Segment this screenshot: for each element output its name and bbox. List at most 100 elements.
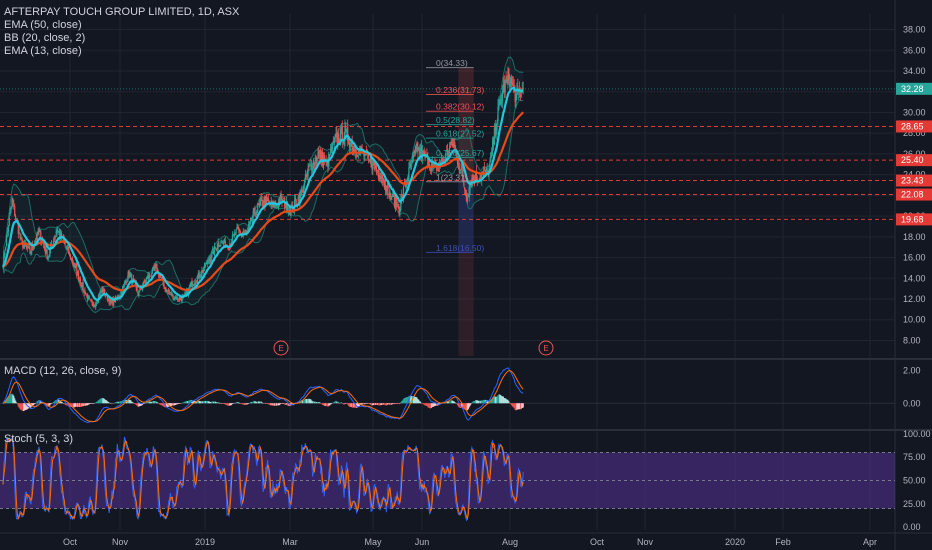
candle-body[interactable] (428, 164, 430, 166)
candle-body[interactable] (55, 232, 57, 234)
candle-body[interactable] (126, 280, 128, 282)
candle-body[interactable] (294, 199, 296, 211)
candle-body[interactable] (515, 93, 517, 103)
candle-body[interactable] (346, 129, 348, 133)
candle-body[interactable] (26, 247, 28, 249)
candle-body[interactable] (184, 293, 186, 295)
candle-body[interactable] (261, 200, 263, 206)
candle-body[interactable] (519, 94, 522, 97)
candle-body[interactable] (394, 197, 396, 210)
candle-body[interactable] (25, 246, 27, 247)
candle-body[interactable] (86, 294, 88, 296)
candle-body[interactable] (468, 187, 470, 198)
earnings-marker[interactable] (538, 340, 554, 356)
candle-body[interactable] (45, 248, 47, 254)
candle-body[interactable] (342, 140, 344, 143)
candle-body[interactable] (247, 227, 249, 230)
candle-body[interactable] (384, 185, 387, 191)
candle-body[interactable] (40, 231, 42, 241)
candle-body[interactable] (329, 154, 331, 157)
candle-body[interactable] (105, 295, 107, 297)
candle-body[interactable] (313, 162, 315, 164)
candle-body[interactable] (229, 243, 231, 248)
candle-body[interactable] (15, 216, 17, 219)
candle-body[interactable] (187, 287, 189, 296)
candle-body[interactable] (81, 282, 83, 288)
candle-body[interactable] (186, 289, 188, 295)
candle-body[interactable] (220, 244, 222, 247)
candle-body[interactable] (35, 238, 37, 240)
candle-body[interactable] (491, 151, 493, 154)
candle-body[interactable] (449, 146, 451, 148)
bollinger-lower-line[interactable] (2, 98, 524, 314)
candle-body[interactable] (213, 246, 216, 256)
candle-body[interactable] (10, 206, 12, 210)
candle-body[interactable] (447, 154, 450, 155)
candle-body[interactable] (470, 184, 472, 186)
candle-body[interactable] (125, 280, 127, 283)
macd-pane[interactable] (0, 367, 895, 424)
candle-body[interactable] (222, 242, 225, 244)
candle-body[interactable] (494, 124, 496, 137)
candle-body[interactable] (501, 99, 503, 101)
candle-body[interactable] (475, 171, 477, 181)
candle-body[interactable] (2, 266, 4, 268)
candle-body[interactable] (201, 270, 203, 278)
candle-body[interactable] (402, 196, 404, 198)
candle-body[interactable] (397, 206, 399, 208)
candle-body[interactable] (512, 84, 514, 86)
candle-body[interactable] (12, 200, 14, 204)
time-axis[interactable]: Oct Nov 2019 Mar May Jun Aug Oct Nov 2020 Feb Apr (63, 537, 877, 547)
candle-body[interactable] (239, 229, 241, 232)
candle-body[interactable] (357, 155, 359, 157)
candle-body[interactable] (283, 198, 285, 200)
candle-body[interactable] (54, 235, 56, 239)
candle-body[interactable] (178, 297, 180, 300)
candle-body[interactable] (285, 201, 288, 210)
candle-body[interactable] (485, 167, 487, 173)
candle-body[interactable] (345, 128, 347, 130)
candle-body[interactable] (350, 143, 352, 146)
candle-body[interactable] (279, 197, 281, 203)
candle-body[interactable] (139, 288, 141, 290)
candle-body[interactable] (190, 282, 192, 287)
candle-body[interactable] (321, 152, 323, 163)
candle-body[interactable] (179, 296, 181, 299)
candle-body[interactable] (412, 154, 414, 159)
candle-body[interactable] (466, 197, 468, 201)
candle-body[interactable] (38, 229, 40, 233)
candle-body[interactable] (88, 297, 90, 299)
candle-body[interactable] (499, 100, 501, 104)
candle-body[interactable] (177, 297, 179, 300)
candle-body[interactable] (224, 241, 226, 248)
candle-body[interactable] (384, 181, 386, 188)
candle-body[interactable] (215, 248, 217, 251)
candle-body[interactable] (94, 306, 96, 308)
candle-body[interactable] (259, 199, 261, 206)
candle-body[interactable] (73, 264, 75, 267)
candle-body[interactable] (15, 219, 18, 221)
candle-body[interactable] (250, 217, 252, 222)
candle-body[interactable] (14, 205, 16, 216)
candle-body[interactable] (236, 227, 238, 229)
candle-body[interactable] (511, 82, 513, 85)
candle-body[interactable] (442, 159, 444, 162)
candle-body[interactable] (336, 132, 338, 143)
candle-body[interactable] (164, 287, 166, 289)
candle-body[interactable] (379, 176, 381, 179)
candle-body[interactable] (411, 156, 414, 164)
candle-body[interactable] (89, 299, 91, 301)
candle-body[interactable] (372, 162, 374, 169)
candle-body[interactable] (148, 274, 150, 280)
candle-body[interactable] (23, 244, 25, 249)
candle-body[interactable] (188, 287, 190, 289)
candle-body[interactable] (481, 173, 483, 182)
candle-body[interactable] (441, 158, 443, 161)
candle-body[interactable] (204, 263, 206, 269)
candle-body[interactable] (34, 240, 36, 243)
candle-body[interactable] (351, 142, 353, 151)
candle-body[interactable] (465, 191, 467, 195)
price-pane[interactable]: 0(34.33) 0.236(31.73) 0.382(30.12) 0.5(28.8… (0, 56, 895, 356)
candle-body[interactable] (124, 281, 126, 283)
candle-body[interactable] (483, 167, 486, 170)
